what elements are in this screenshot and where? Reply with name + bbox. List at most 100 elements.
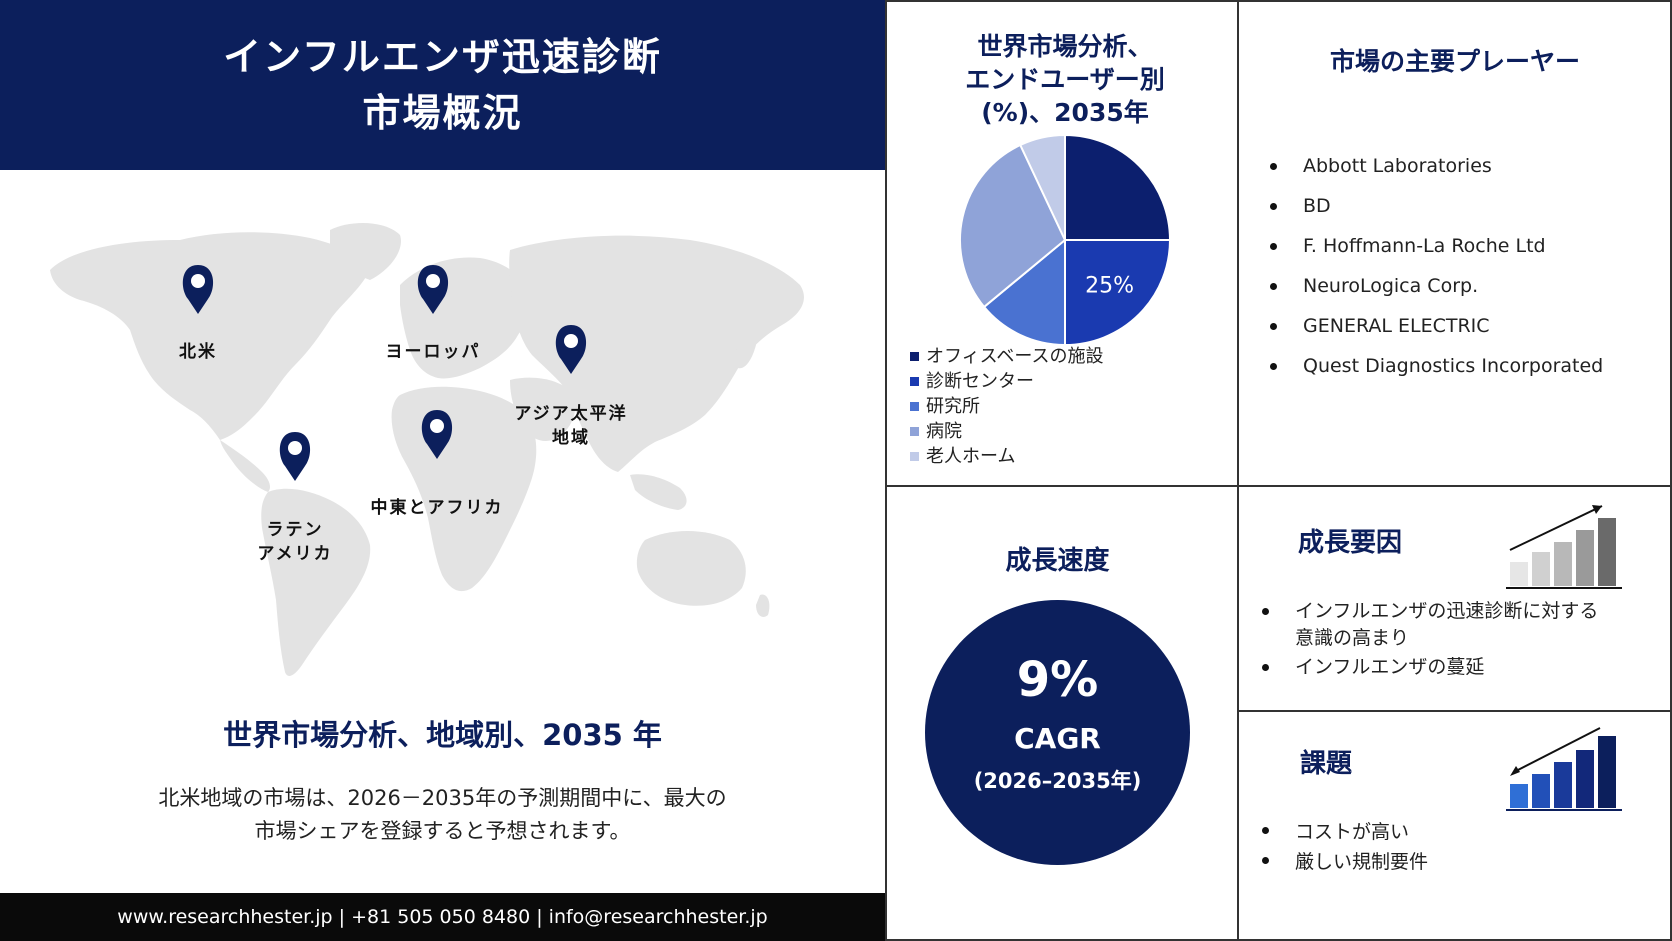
growth-bars-icon	[1506, 505, 1622, 589]
players-title: 市場の主要プレーヤー	[1329, 47, 1580, 76]
pie-chart: 25%	[959, 133, 1172, 347]
left-header: インフルエンザ迅速診断 市場概況	[0, 0, 885, 170]
growth-title: 成長速度	[1005, 546, 1110, 576]
pin-mea-icon	[421, 410, 453, 459]
divider-top	[885, 0, 1672, 2]
legend-item: オフィスベースの施設	[910, 344, 1103, 369]
bullet-icon	[1270, 202, 1277, 210]
continent-se-asia	[630, 474, 687, 510]
pie-title-line2: エンドユーザー別	[965, 65, 1165, 94]
continent-australia	[636, 531, 746, 606]
list-item-text: インフルエンザの迅速診断に対する 意識の高まり	[1295, 600, 1599, 649]
legend-label: 病院	[926, 421, 962, 442]
continent-asia	[509, 235, 804, 472]
pie-title-line1: 世界市場分析、	[977, 32, 1153, 61]
list-item: コストが高い	[1262, 815, 1428, 845]
pie-data-label-1: 25%	[1085, 274, 1134, 299]
challenges-list: コストが高い 厳しい規制要件	[1262, 815, 1428, 875]
list-item-text: 厳しい規制要件	[1295, 850, 1429, 873]
map-pins	[182, 265, 587, 481]
region-label-mea: 中東とアフリカ	[370, 498, 504, 518]
world-map-graphic	[50, 223, 804, 676]
bullet-icon	[1270, 322, 1277, 330]
pie-slice-2	[982, 237, 1066, 347]
challenges-title: 課題	[1300, 749, 1353, 779]
region-analysis-description: 北米地域の市場は、2026－2035年の予測期間中に、最大の 市場シェアを登録す…	[0, 782, 885, 848]
region-desc-line1: 北米地域の市場は、2026－2035年の予測期間中に、最大の	[158, 786, 727, 810]
cagr-label: CAGR	[1014, 722, 1101, 755]
list-item: インフルエンザの迅速診断に対する 意識の高まり	[1262, 598, 1598, 652]
legend-swatch	[910, 402, 919, 411]
list-item: Quest Diagnostics Incorporated	[1270, 346, 1603, 386]
pin-europe-icon	[417, 265, 449, 314]
region-label-asia-pacific: アジア太平洋 地域	[514, 404, 628, 448]
list-item: BD	[1270, 186, 1603, 226]
list-item-text: Quest Diagnostics Incorporated	[1303, 355, 1604, 377]
bullet-icon	[1262, 664, 1269, 671]
divider-row	[885, 485, 1672, 487]
list-item: NeuroLogica Corp.	[1270, 266, 1603, 306]
list-item: インフルエンザの蔓延	[1262, 654, 1598, 681]
bullet-icon	[1270, 242, 1277, 250]
page-subtitle: 市場概況	[362, 91, 523, 135]
legend-swatch	[910, 352, 919, 361]
legend-label: 研究所	[926, 396, 980, 417]
region-desc-line2: 市場シェアを登録すると予想されます。	[254, 819, 631, 843]
continent-middle-east	[510, 377, 576, 442]
pin-asia-pacific-icon	[555, 325, 587, 374]
legend-swatch	[910, 377, 919, 386]
list-item-text: GENERAL ELECTRIC	[1303, 315, 1490, 337]
legend-item: 老人ホーム	[910, 444, 1103, 469]
continent-greenland	[330, 223, 401, 280]
list-item: F. Hoffmann-La Roche Ltd	[1270, 226, 1603, 266]
list-item-text: Abbott Laboratories	[1303, 155, 1492, 177]
bullet-icon	[1262, 826, 1269, 834]
drivers-list: インフルエンザの迅速診断に対する 意識の高まりインフルエンザの蔓延	[1262, 598, 1598, 683]
pie-chart-title: 世界市場分析、 エンドユーザー別 (%)、2035年	[895, 30, 1235, 129]
list-item-text: インフルエンザの蔓延	[1295, 656, 1485, 678]
bullet-icon	[1270, 282, 1277, 290]
continent-north-america	[50, 232, 370, 440]
region-label-europe: ヨーロッパ	[385, 342, 481, 362]
bullet-icon	[1270, 162, 1277, 170]
continent-central-america	[220, 440, 270, 492]
pie-slice-0	[1064, 133, 1172, 241]
divider-middle	[1237, 0, 1239, 941]
pin-north-america-icon	[182, 265, 214, 314]
pie-slice-4	[1018, 133, 1066, 241]
drivers-title: 成長要因	[1298, 528, 1403, 558]
cagr-period: (2026–2035年)	[973, 769, 1142, 793]
list-item: Abbott Laboratories	[1270, 146, 1603, 186]
bullet-icon	[1262, 856, 1269, 864]
list-item: GENERAL ELECTRIC	[1270, 306, 1603, 346]
legend-swatch	[910, 427, 919, 436]
challenge-bars-icon	[1506, 727, 1622, 811]
divider-drivers	[1237, 710, 1672, 712]
bullet-icon	[1262, 608, 1269, 615]
region-label-north-america: 北米	[179, 342, 217, 362]
legend-swatch	[910, 452, 919, 461]
bullet-icon	[1270, 362, 1277, 370]
divider-bottom	[885, 939, 1672, 941]
list-item: 厳しい規制要件	[1262, 845, 1428, 875]
region-analysis-title: 世界市場分析、地域別、2035 年	[223, 718, 662, 752]
players-list: Abbott Laboratories BD F. Hoffmann-La Roch…	[1270, 146, 1603, 386]
list-item-text: コストが高い	[1295, 820, 1410, 843]
cagr-value: 9%	[1016, 652, 1099, 708]
divider-left	[885, 0, 887, 941]
list-item-text: BD	[1303, 195, 1331, 217]
pie-slice-1	[1064, 239, 1172, 347]
region-label-latin-america: ラテン アメリカ	[257, 520, 333, 564]
world-map: 北米 ヨーロッパ アジア太平洋 地域 中東とアフリカ ラテン アメリカ	[40, 210, 830, 690]
cagr-circle: 9% CAGR (2026–2035年)	[925, 600, 1190, 865]
pie-legend: オフィスベースの施設 診断センター 研究所病院老人ホーム	[910, 344, 1103, 469]
divider-right	[1670, 0, 1672, 941]
legend-item: 診断センター	[910, 369, 1103, 394]
continent-new-zealand	[756, 594, 770, 617]
footer-contact: www.researchhester.jp | +81 505 050 8480…	[0, 893, 885, 941]
pie-title-line3: (%)、2035年	[981, 98, 1149, 127]
continent-japan	[736, 328, 757, 369]
legend-label: オフィスベースの施設	[926, 346, 1104, 367]
page-title: インフルエンザ迅速診断	[223, 35, 662, 79]
legend-label: 老人ホーム	[926, 446, 1016, 467]
